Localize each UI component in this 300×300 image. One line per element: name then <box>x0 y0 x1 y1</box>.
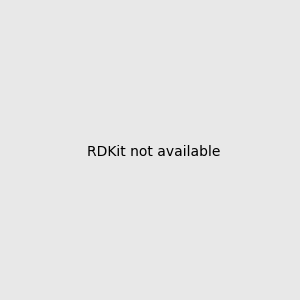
Text: RDKit not available: RDKit not available <box>87 145 220 158</box>
